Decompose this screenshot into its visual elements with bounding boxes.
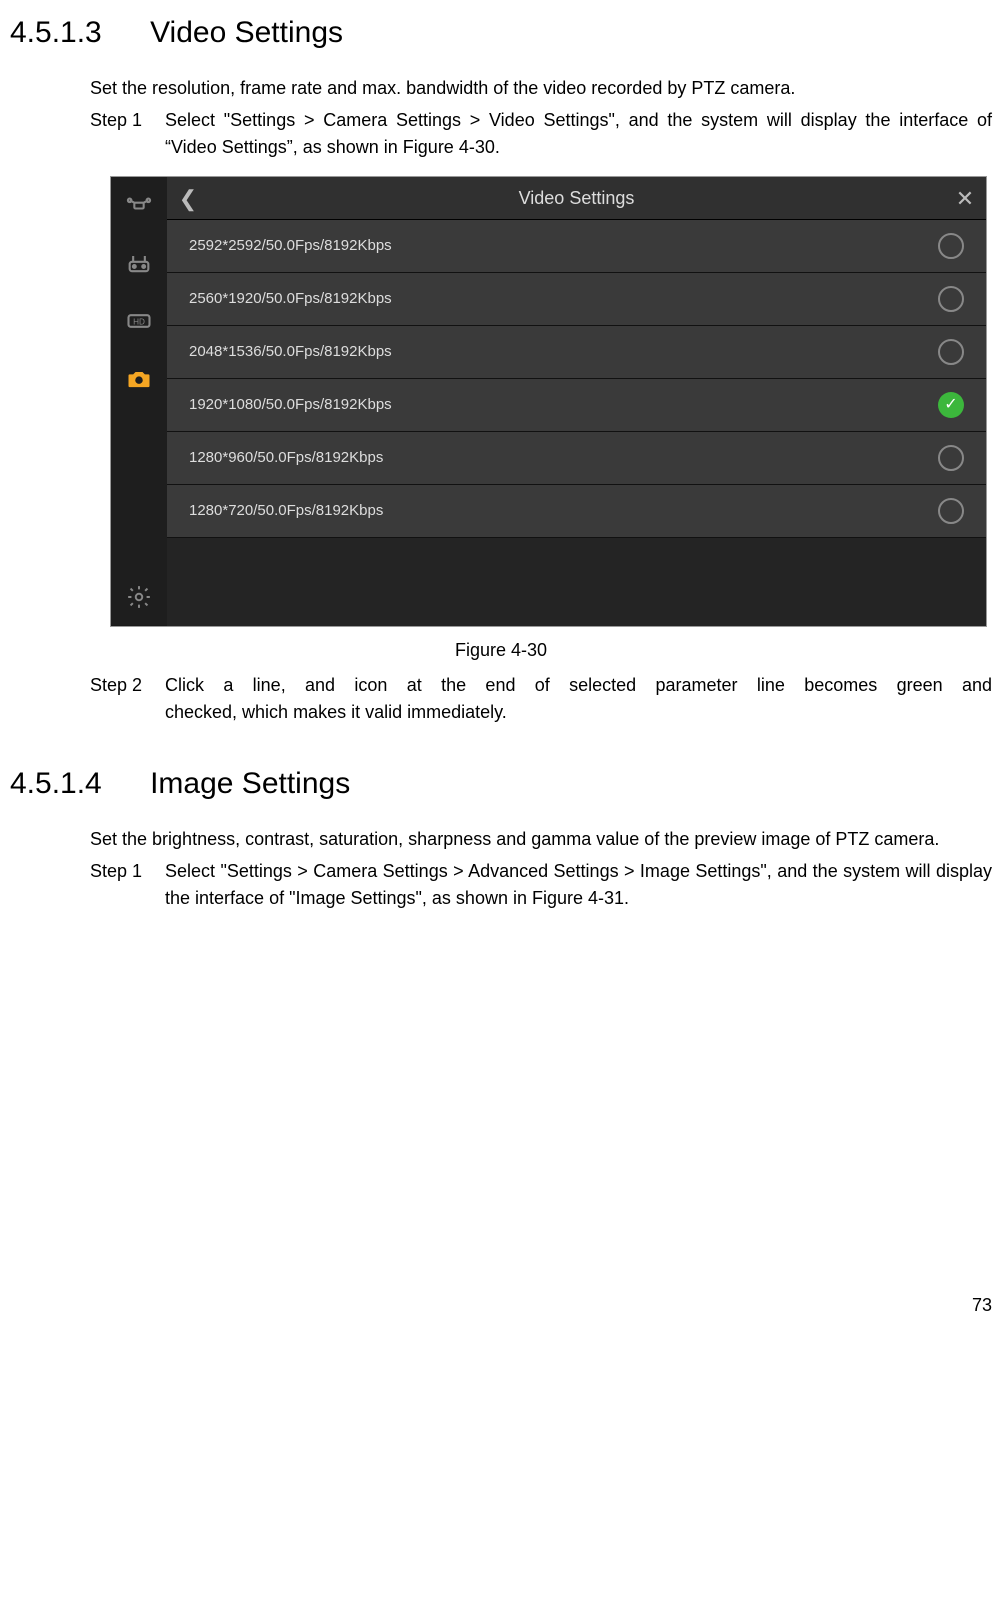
section-title: Video Settings: [150, 16, 343, 49]
titlebar: ❮ Video Settings ✕: [167, 177, 986, 220]
step2-content: Click a line, and icon at the end of sel…: [165, 672, 992, 726]
option-row[interactable]: 1280*960/50.0Fps/8192Kbps: [167, 432, 986, 485]
radio-unselected-icon[interactable]: [938, 498, 964, 524]
figure-caption: Figure 4-30: [10, 637, 992, 664]
option-row[interactable]: 2560*1920/50.0Fps/8192Kbps: [167, 273, 986, 326]
step1-label: Step 1: [90, 107, 165, 161]
close-icon[interactable]: ✕: [944, 177, 986, 219]
option-label: 1280*720/50.0Fps/8192Kbps: [189, 500, 938, 523]
step1-section2: Step 1 Select "Settings > Camera Setting…: [90, 858, 992, 912]
figure-container: HD ❮: [110, 176, 992, 627]
radio-unselected-icon[interactable]: [938, 339, 964, 365]
intro-text-2: Set the brightness, contrast, saturation…: [90, 826, 992, 853]
section-number: 4.5.1.3: [10, 16, 102, 49]
sidebar: HD: [111, 177, 167, 625]
section-title-2: Image Settings: [150, 767, 350, 800]
main-panel: ❮ Video Settings ✕ 2592*2592/50.0Fps/819…: [167, 177, 986, 626]
section-heading-video: 4.5.1.3 Video Settings: [10, 10, 992, 55]
svg-text:HD: HD: [133, 318, 145, 327]
step1: Step 1 Select "Settings > Camera Setting…: [90, 107, 992, 161]
radio-unselected-icon[interactable]: [938, 233, 964, 259]
option-row[interactable]: 1920*1080/50.0Fps/8192Kbps✓: [167, 379, 986, 432]
blank-area: [167, 538, 986, 626]
radio-unselected-icon[interactable]: [938, 286, 964, 312]
option-label: 2048*1536/50.0Fps/8192Kbps: [189, 341, 938, 364]
camera-icon[interactable]: [111, 351, 167, 407]
drone-icon[interactable]: [111, 177, 167, 233]
step2-line2: checked, which makes it valid immediatel…: [165, 699, 992, 726]
step2: Step 2 Click a line, and icon at the end…: [90, 672, 992, 726]
option-label: 2560*1920/50.0Fps/8192Kbps: [189, 288, 938, 311]
radio-selected-icon[interactable]: ✓: [938, 392, 964, 418]
hd-icon[interactable]: HD: [111, 293, 167, 349]
dialog-title: Video Settings: [209, 185, 944, 212]
option-row[interactable]: 2592*2592/50.0Fps/8192Kbps: [167, 220, 986, 273]
step1-content-2: Select "Settings > Camera Settings > Adv…: [165, 858, 992, 912]
step1-label-2: Step 1: [90, 858, 165, 912]
option-label: 1920*1080/50.0Fps/8192Kbps: [189, 394, 938, 417]
step1-content: Select "Settings > Camera Settings > Vid…: [165, 107, 992, 161]
radio-unselected-icon[interactable]: [938, 445, 964, 471]
intro-text: Set the resolution, frame rate and max. …: [90, 75, 992, 102]
option-row[interactable]: 2048*1536/50.0Fps/8192Kbps: [167, 326, 986, 379]
step2-line1: Click a line, and icon at the end of sel…: [165, 672, 992, 699]
section-number-2: 4.5.1.4: [10, 767, 102, 800]
back-icon[interactable]: ❮: [167, 177, 209, 219]
option-label: 2592*2592/50.0Fps/8192Kbps: [189, 235, 938, 258]
page-number: 73: [10, 1292, 992, 1319]
section-heading-image: 4.5.1.4 Image Settings: [10, 761, 992, 806]
step2-label: Step 2: [90, 672, 165, 726]
option-row[interactable]: 1280*720/50.0Fps/8192Kbps: [167, 485, 986, 538]
video-settings-screenshot: HD ❮: [110, 176, 987, 627]
option-label: 1280*960/50.0Fps/8192Kbps: [189, 447, 938, 470]
options-list: 2592*2592/50.0Fps/8192Kbps 2560*1920/50.0…: [167, 220, 986, 538]
controller-icon[interactable]: [111, 235, 167, 291]
gear-icon[interactable]: [111, 569, 167, 625]
